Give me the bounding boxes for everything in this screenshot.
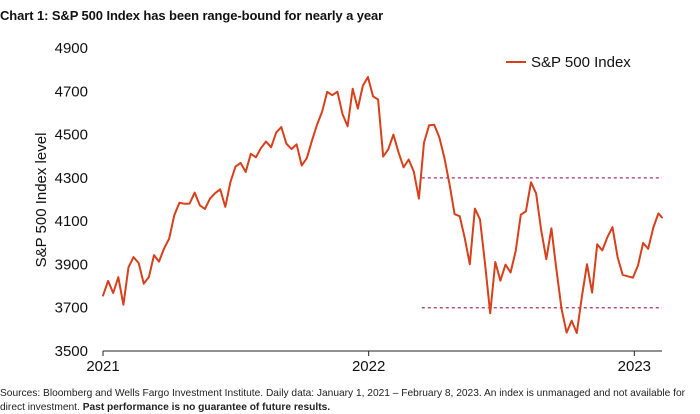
chart-title: Chart 1: S&P 500 Index has been range-bo… xyxy=(0,8,384,23)
y-tick-label: 4900 xyxy=(55,40,88,57)
series-line xyxy=(102,76,663,334)
y-tick-label: 4100 xyxy=(55,213,88,230)
source-text: Sources: Bloomberg and Wells Fargo Inves… xyxy=(0,388,686,413)
y-tick-label: 3700 xyxy=(55,300,88,317)
y-tick-label: 3500 xyxy=(55,343,88,360)
disclaimer-text: Past performance is no guarantee of futu… xyxy=(82,402,331,413)
y-tick-label: 4500 xyxy=(55,127,88,144)
legend-label: S&P 500 Index xyxy=(531,54,631,71)
y-tick-label: 4700 xyxy=(55,83,88,100)
source-note: Sources: Bloomberg and Wells Fargo Inves… xyxy=(0,387,700,414)
y-tick-label: 4300 xyxy=(55,170,88,187)
y-tick-label: 3900 xyxy=(55,256,88,273)
x-tick-label: 2021 xyxy=(86,358,119,375)
x-tick-label: 2023 xyxy=(618,358,651,375)
x-tick-label: 2022 xyxy=(352,358,385,375)
y-axis-label: S&P 500 Index level xyxy=(33,133,50,268)
